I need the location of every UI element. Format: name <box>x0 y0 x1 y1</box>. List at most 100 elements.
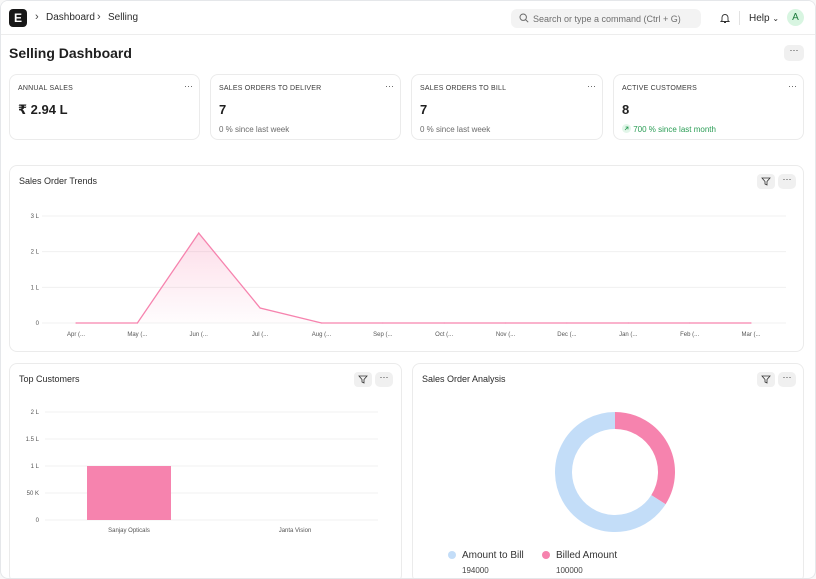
filter-icon <box>358 375 368 384</box>
x-tick-label: Jan (... <box>619 332 638 338</box>
y-tick-label: 1.5 L <box>26 437 40 443</box>
panel-sales-order-analysis: Sales Order Analysis ··· Amount to Bill … <box>412 363 804 578</box>
x-tick-label: Janta Vision <box>279 528 312 534</box>
filter-icon <box>761 177 771 186</box>
y-tick-label: 50 K <box>27 491 39 497</box>
legend-label: Amount to Bill <box>462 550 524 561</box>
card-value: 7 <box>219 102 227 117</box>
legend-value: 194000 <box>462 566 489 575</box>
card-menu-button[interactable]: ··· <box>385 81 394 91</box>
series-line <box>76 232 751 324</box>
chart-menu-button[interactable]: ··· <box>375 372 393 387</box>
data-point <box>689 322 691 324</box>
x-tick-label: Aug (... <box>312 332 332 338</box>
y-tick-label: 2 L <box>31 410 40 416</box>
x-tick-label: Sep (... <box>373 332 393 338</box>
card-menu-button[interactable]: ··· <box>788 81 797 91</box>
breadcrumb-dashboard[interactable]: Dashboard <box>46 12 95 23</box>
legend-swatch-amount-to-bill <box>448 551 456 559</box>
card-sales-orders-to-deliver: SALES ORDERS TO DELIVER ··· 7 0 % since … <box>210 74 401 140</box>
legend-label: Billed Amount <box>556 550 618 561</box>
card-value: 8 <box>622 102 630 117</box>
filter-button[interactable] <box>354 372 372 387</box>
donut-chart <box>555 412 675 532</box>
x-tick-label: Jun (... <box>190 332 209 338</box>
y-tick-label: 2 L <box>31 250 40 256</box>
x-tick-label: Jul (... <box>252 332 269 338</box>
x-tick-label: Apr (... <box>67 332 85 338</box>
donut-slice-billed-amount <box>614 412 675 505</box>
chart-title: Sales Order Trends <box>19 176 98 186</box>
arrow-up-right-icon <box>622 124 631 133</box>
bar-chart: 0 50 K 1 L 1.5 L 2 L Sanjay Opticals Janta Vis… <box>26 410 378 534</box>
card-annual-sales: ANNUAL SALES ··· ₹ 2.94 L <box>9 74 200 140</box>
chevron-right-icon: › <box>35 11 39 23</box>
legend-swatch-billed-amount <box>542 551 550 559</box>
data-point <box>320 322 323 324</box>
chevron-down-icon: ⌄ <box>772 14 780 23</box>
card-menu-button[interactable]: ··· <box>184 81 193 91</box>
data-point <box>627 322 629 324</box>
y-tick-label: 3 L <box>31 214 40 220</box>
search-icon <box>519 13 529 23</box>
chart-title: Top Customers <box>19 374 80 384</box>
card-menu-button[interactable]: ··· <box>587 81 596 91</box>
x-tick-label: Feb (... <box>680 332 699 338</box>
line-chart: 0 1 L 2 L 3 L Apr (... May (... Jun (... Jul (.… <box>31 214 786 338</box>
legend-value: 100000 <box>556 566 583 575</box>
help-dropdown[interactable]: Help ⌄ <box>749 13 779 24</box>
x-tick-label: Mar (... <box>742 332 761 338</box>
chart-title: Sales Order Analysis <box>422 374 506 384</box>
chart-menu-button[interactable]: ··· <box>778 372 796 387</box>
card-active-customers: ACTIVE CUSTOMERS ··· 8 700 % since last … <box>613 74 804 140</box>
x-tick-label: May (... <box>127 332 147 338</box>
data-point <box>259 307 261 309</box>
search-input[interactable] <box>533 9 697 28</box>
data-point <box>566 322 568 324</box>
data-point <box>136 322 138 324</box>
data-point <box>504 322 507 324</box>
chevron-right-icon: › <box>97 11 101 23</box>
notification-bell-icon[interactable] <box>719 12 731 24</box>
card-label: ACTIVE CUSTOMERS <box>622 85 698 92</box>
breadcrumb-selling[interactable]: Selling <box>108 12 139 23</box>
filter-icon <box>761 375 771 384</box>
data-point <box>443 322 445 324</box>
data-point <box>198 232 200 234</box>
data-point <box>382 322 384 324</box>
filter-button[interactable] <box>757 174 775 189</box>
card-value: ₹ 2.94 L <box>18 102 68 117</box>
card-sales-orders-to-bill: SALES ORDERS TO BILL ··· 7 0 % since las… <box>411 74 603 140</box>
page-title: Selling Dashboard <box>9 45 132 61</box>
x-tick-label: Nov (... <box>496 332 516 338</box>
card-change-text: 0 % since last week <box>219 125 290 134</box>
data-point <box>750 322 752 324</box>
data-point <box>75 322 77 324</box>
x-tick-label: Sanjay Opticals <box>108 528 150 534</box>
search-bar[interactable] <box>511 9 701 28</box>
area-fill <box>76 233 751 323</box>
card-label: SALES ORDERS TO BILL <box>420 85 507 92</box>
panel-top-customers: Top Customers ··· 0 50 K 1 L 1.5 L 2 L Sanjay… <box>9 363 402 578</box>
navbar: E › Dashboard › Selling Help ⌄ A <box>1 1 815 35</box>
chart-menu-button[interactable]: ··· <box>778 174 796 189</box>
x-tick-label: Dec (... <box>557 332 577 338</box>
card-label: SALES ORDERS TO DELIVER <box>219 85 322 92</box>
card-change-value: 700 % since last month <box>633 125 716 134</box>
y-tick-label: 1 L <box>31 464 40 470</box>
y-tick-label: 0 <box>36 321 40 327</box>
app-logo[interactable]: E <box>9 9 27 27</box>
help-label: Help <box>749 13 770 24</box>
card-value: 7 <box>420 102 428 117</box>
bar <box>87 466 171 520</box>
panel-sales-order-trends: Sales Order Trends ··· 0 1 L 2 L 3 L Apr (..… <box>9 165 804 352</box>
y-tick-label: 1 L <box>31 285 40 291</box>
page-menu-button[interactable]: ··· <box>784 45 804 61</box>
donut-slice-amount-to-bill <box>555 412 666 532</box>
nav-divider <box>739 11 740 25</box>
filter-button[interactable] <box>757 372 775 387</box>
card-label: ANNUAL SALES <box>18 85 74 92</box>
avatar[interactable]: A <box>787 9 804 26</box>
x-tick-label: Oct (... <box>435 332 453 338</box>
